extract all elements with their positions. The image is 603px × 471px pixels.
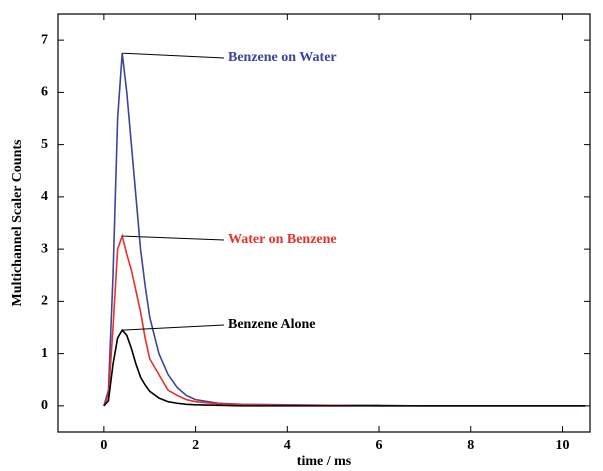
x-tick-label: 0 xyxy=(100,438,107,453)
series-label: Water on Benzene xyxy=(228,232,337,247)
series-label: Benzene Alone xyxy=(228,317,316,332)
plot-frame xyxy=(57,13,591,433)
leader-line xyxy=(122,52,225,59)
y-axis-label: Multichannel Scaler Counts xyxy=(10,139,25,307)
leader-line xyxy=(122,235,225,241)
x-axis-label: time / ms xyxy=(297,454,352,469)
x-tick-label: 8 xyxy=(467,438,474,453)
y-tick-label: 4 xyxy=(41,189,48,204)
x-tick-label: 10 xyxy=(555,438,569,453)
series-line xyxy=(103,328,586,407)
leader-line xyxy=(122,324,225,331)
series-label: Benzene on Water xyxy=(228,50,337,65)
y-tick-label: 2 xyxy=(41,294,48,309)
y-tick-label: 0 xyxy=(41,398,48,413)
x-tick-label: 2 xyxy=(192,438,199,453)
y-tick-label: 5 xyxy=(41,137,48,152)
y-tick-label: 3 xyxy=(41,241,48,256)
x-tick-label: 6 xyxy=(376,438,383,453)
y-tick-label: 1 xyxy=(41,346,48,361)
y-tick-label: 7 xyxy=(41,32,48,47)
series-line xyxy=(103,53,586,407)
y-tick-label: 6 xyxy=(41,85,48,100)
x-tick-label: 4 xyxy=(284,438,291,453)
series-line xyxy=(103,233,586,407)
